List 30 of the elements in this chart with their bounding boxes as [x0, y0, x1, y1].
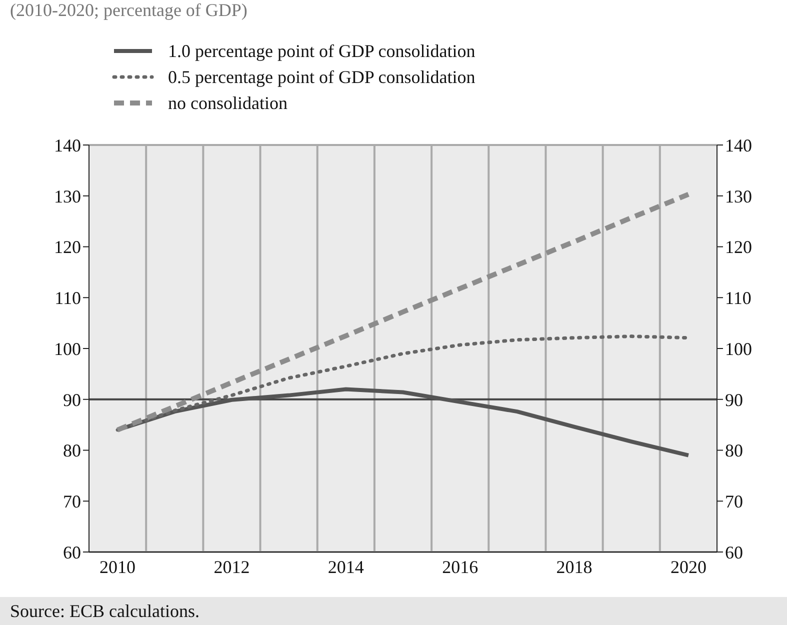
y2-tick-label: 100 [725, 338, 752, 359]
x-tick-label: 2016 [442, 556, 478, 577]
x-tick-label: 2010 [100, 556, 136, 577]
line-series [116, 387, 690, 458]
x-tick-label: 2020 [670, 556, 706, 577]
y2-tick-label: 110 [725, 288, 752, 308]
y2-tick-label: 80 [725, 440, 743, 461]
y2-tick-label: 140 [725, 135, 752, 156]
y2-tick-label: 130 [725, 186, 752, 206]
x-tick-label: 2014 [328, 556, 364, 577]
y-tick-label: 90 [63, 390, 81, 410]
y-tick-label: 110 [54, 288, 81, 308]
chart-subtitle: (2010-2020; percentage of GDP) [10, 0, 248, 21]
legend-label: no consolidation [168, 92, 288, 114]
y-tick-label: 130 [54, 186, 81, 206]
source-note: Source: ECB calculations. [10, 601, 200, 622]
y2-tick-label: 120 [725, 237, 752, 258]
legend-label: 1.0 percentage point of GDP consolidation [168, 40, 476, 62]
y-tick-label: 100 [54, 338, 81, 359]
x-tick-label: 2018 [556, 556, 592, 577]
y-tick-label: 140 [54, 135, 81, 156]
y-tick-label: 120 [54, 237, 81, 258]
legend-label: 0.5 percentage point of GDP consolidation [168, 66, 476, 88]
y2-tick-label: 60 [725, 542, 743, 562]
y2-tick-label: 70 [725, 492, 743, 512]
x-tick-label: 2012 [214, 556, 250, 577]
y-tick-label: 70 [63, 492, 81, 512]
y-tick-label: 80 [63, 440, 81, 461]
y-tick-label: 60 [63, 542, 81, 562]
y2-tick-label: 90 [725, 390, 743, 410]
